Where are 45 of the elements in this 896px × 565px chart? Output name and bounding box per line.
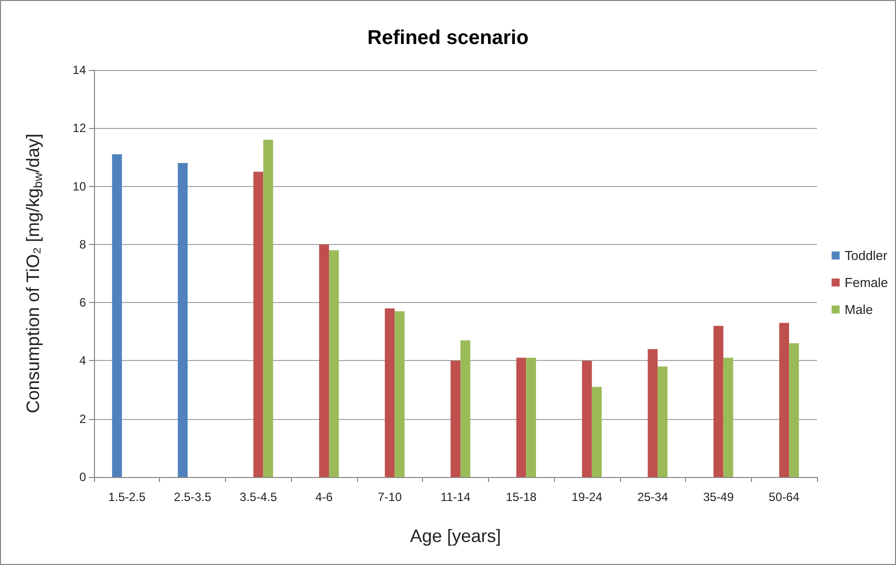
chart-title: Refined scenario <box>367 27 529 49</box>
x-tick-label: 11-14 <box>440 490 471 504</box>
bar <box>516 358 526 477</box>
bar <box>253 172 264 477</box>
x-axis-title: Age [years] <box>410 526 502 546</box>
bar <box>263 140 274 477</box>
y-tick-label: 8 <box>79 237 86 252</box>
legend-label: Toddler <box>844 248 888 263</box>
bar <box>526 358 536 477</box>
bar <box>779 322 790 477</box>
bar <box>713 326 724 477</box>
bar <box>178 163 188 477</box>
y-tick-label: 10 <box>72 179 86 194</box>
y-tick-label: 12 <box>72 121 86 136</box>
x-tick-label: 2.5-3.5 <box>174 490 212 504</box>
y-axis-title: Consumption of TiO₂ [mg/kgbw/day] <box>23 134 45 414</box>
x-tick-label: 3.5-4.5 <box>240 490 278 504</box>
y-tick-label: 0 <box>79 470 86 484</box>
y-tick-label: 14 <box>72 63 86 77</box>
bar <box>319 244 329 477</box>
bar <box>450 360 460 477</box>
legend-label: Male <box>844 302 873 317</box>
bar <box>658 366 668 477</box>
y-tick-label: 4 <box>79 354 86 368</box>
bar <box>582 360 592 477</box>
legend-label: Female <box>844 275 888 290</box>
bar <box>384 308 395 477</box>
y-tick-label: 2 <box>79 412 86 426</box>
x-tick-label: 1.5-2.5 <box>108 490 146 504</box>
x-tick-label: 7-10 <box>378 490 402 504</box>
y-tick-label: 6 <box>79 296 86 310</box>
bar <box>789 343 799 477</box>
bar <box>394 311 405 477</box>
x-tick-label: 19-24 <box>572 490 603 504</box>
bar <box>723 358 734 477</box>
x-tick-label: 25-34 <box>637 490 668 504</box>
bar <box>328 250 339 477</box>
bar <box>648 349 658 477</box>
bar <box>112 154 122 477</box>
bar <box>460 340 470 477</box>
x-tick-label: 15-18 <box>506 490 537 504</box>
bar <box>592 386 602 477</box>
x-tick-label: 50-64 <box>768 490 800 504</box>
x-tick-label: 4-6 <box>315 490 334 504</box>
x-tick-label: 35-49 <box>703 490 734 504</box>
